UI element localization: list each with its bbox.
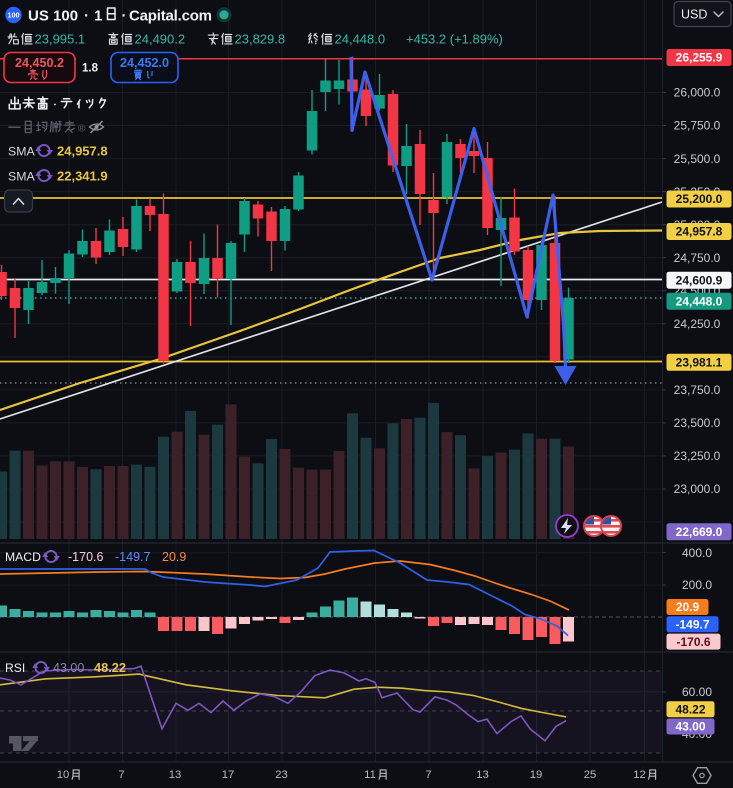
svg-text:23,829.8: 23,829.8 bbox=[235, 31, 286, 46]
svg-text:10: 10 bbox=[57, 769, 70, 781]
svg-text:+453.2 (+1.89%): +453.2 (+1.89%) bbox=[406, 31, 503, 46]
svg-text:20.9: 20.9 bbox=[162, 550, 186, 564]
svg-text:24,448.0: 24,448.0 bbox=[676, 295, 723, 309]
svg-text:48.22: 48.22 bbox=[94, 660, 126, 675]
svg-text:US 100: US 100 bbox=[28, 7, 78, 24]
svg-text:24,750.0: 24,750.0 bbox=[674, 251, 721, 265]
svg-text:-170.6: -170.6 bbox=[68, 550, 103, 564]
svg-text:26,000.0: 26,000.0 bbox=[674, 86, 721, 100]
svg-text:24,957.8: 24,957.8 bbox=[57, 144, 108, 159]
svg-text:100: 100 bbox=[7, 11, 19, 20]
svg-text:23,995.1: 23,995.1 bbox=[35, 31, 86, 46]
svg-text:20.9: 20.9 bbox=[676, 600, 700, 614]
svg-text:60.00: 60.00 bbox=[682, 685, 712, 699]
svg-text:200.0: 200.0 bbox=[682, 578, 712, 592]
svg-text:USD: USD bbox=[681, 7, 707, 21]
svg-text:400.0: 400.0 bbox=[682, 546, 712, 560]
svg-text:-149.7: -149.7 bbox=[675, 618, 709, 632]
svg-text:7: 7 bbox=[425, 769, 431, 781]
svg-text:MACD: MACD bbox=[5, 550, 41, 564]
svg-text:24,448.0: 24,448.0 bbox=[335, 31, 386, 46]
svg-text:RSI: RSI bbox=[5, 661, 25, 675]
svg-text:23,981.1: 23,981.1 bbox=[676, 356, 723, 370]
svg-text:23,250.0: 23,250.0 bbox=[674, 449, 721, 463]
svg-text:26,255.9: 26,255.9 bbox=[676, 51, 723, 65]
svg-text:25: 25 bbox=[584, 769, 597, 781]
svg-text:®: ® bbox=[78, 124, 86, 135]
svg-text:13: 13 bbox=[169, 769, 182, 781]
svg-text:24,250.0: 24,250.0 bbox=[674, 317, 721, 331]
svg-text:48.22: 48.22 bbox=[675, 702, 705, 716]
svg-text:-170.6: -170.6 bbox=[676, 635, 710, 649]
svg-text:22,669.0: 22,669.0 bbox=[676, 525, 723, 539]
svg-text:SMA: SMA bbox=[8, 145, 35, 159]
svg-text:24,600.9: 24,600.9 bbox=[676, 273, 723, 287]
svg-text:19: 19 bbox=[530, 769, 543, 781]
svg-text:24,957.8: 24,957.8 bbox=[676, 225, 723, 239]
svg-text:Capital.com: Capital.com bbox=[129, 7, 212, 24]
svg-text:·: · bbox=[84, 7, 89, 24]
svg-text:1.8: 1.8 bbox=[82, 63, 99, 75]
svg-text:17: 17 bbox=[222, 769, 235, 781]
svg-text:-149.7: -149.7 bbox=[115, 550, 150, 564]
svg-text:22,341.9: 22,341.9 bbox=[57, 169, 108, 184]
svg-text:25,200.0: 25,200.0 bbox=[676, 192, 723, 206]
svg-text:·: · bbox=[122, 7, 127, 24]
svg-text:43.00: 43.00 bbox=[53, 661, 84, 675]
svg-text:12: 12 bbox=[633, 769, 646, 781]
svg-text:23: 23 bbox=[275, 769, 288, 781]
svg-text:43.00: 43.00 bbox=[675, 720, 705, 734]
svg-text:24,452.0: 24,452.0 bbox=[120, 56, 169, 70]
svg-text:24,490.2: 24,490.2 bbox=[135, 31, 186, 46]
svg-text:25,500.0: 25,500.0 bbox=[674, 152, 721, 166]
svg-text:13: 13 bbox=[476, 769, 489, 781]
svg-text:23,500.0: 23,500.0 bbox=[674, 416, 721, 430]
svg-text:SMA: SMA bbox=[8, 170, 35, 184]
svg-text:25,750.0: 25,750.0 bbox=[674, 119, 721, 133]
svg-text:23,750.0: 23,750.0 bbox=[674, 383, 721, 397]
svg-text:11: 11 bbox=[364, 769, 376, 781]
svg-text:7: 7 bbox=[118, 769, 124, 781]
svg-text:23,000.0: 23,000.0 bbox=[674, 482, 721, 496]
svg-text:24,450.2: 24,450.2 bbox=[15, 56, 64, 70]
svg-text:1: 1 bbox=[94, 7, 102, 24]
